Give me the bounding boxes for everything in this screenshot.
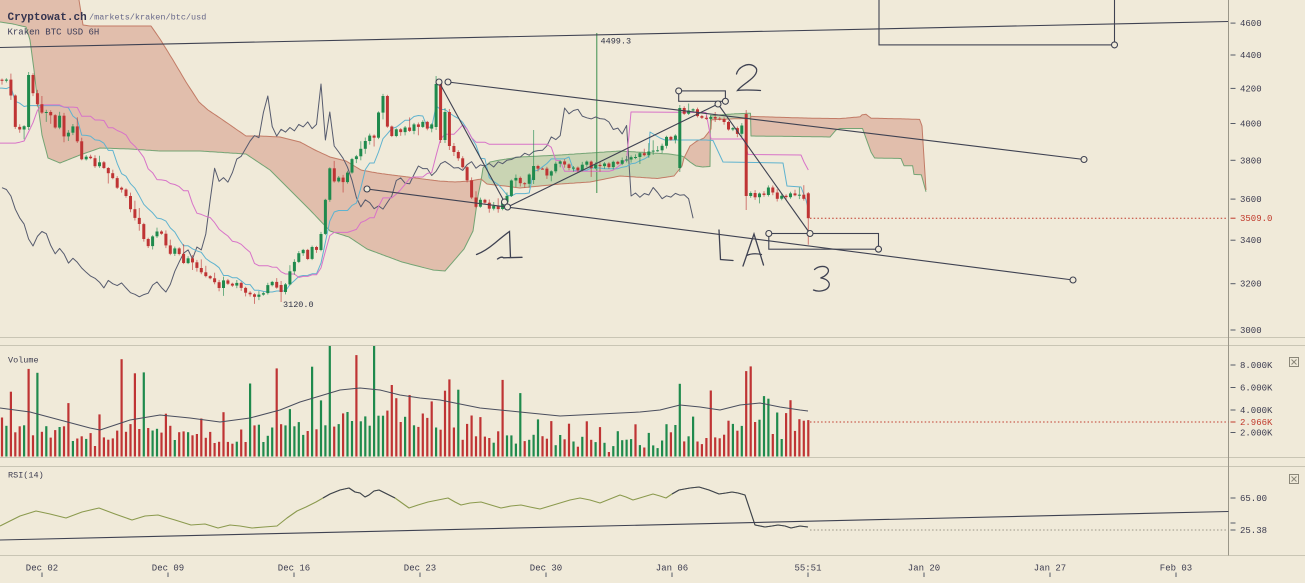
svg-text:55:51: 55:51 <box>794 564 821 574</box>
svg-text:2.000K: 2.000K <box>1240 429 1273 439</box>
svg-text:Kraken BTC USD 6H: Kraken BTC USD 6H <box>8 28 100 38</box>
svg-text:Dec 30: Dec 30 <box>530 564 562 574</box>
svg-text:3509.0: 3509.0 <box>1240 214 1272 224</box>
svg-text:8.000K: 8.000K <box>1240 361 1273 371</box>
svg-text:4200: 4200 <box>1240 84 1262 94</box>
svg-text:3800: 3800 <box>1240 156 1262 166</box>
svg-text:6.000K: 6.000K <box>1240 384 1273 394</box>
svg-text:Dec 16: Dec 16 <box>278 564 310 574</box>
svg-text:Dec 23: Dec 23 <box>404 564 436 574</box>
svg-text:RSI(14): RSI(14) <box>8 471 44 481</box>
svg-text:3000: 3000 <box>1240 326 1262 336</box>
svg-text:4600: 4600 <box>1240 19 1262 29</box>
svg-text:4499.3: 4499.3 <box>601 37 632 47</box>
svg-text:Jan 27: Jan 27 <box>1034 564 1066 574</box>
svg-text:3200: 3200 <box>1240 280 1262 290</box>
svg-text:Jan 06: Jan 06 <box>656 564 688 574</box>
svg-text:3120.0: 3120.0 <box>283 300 314 310</box>
svg-text:/markets/kraken/btc/usd: /markets/kraken/btc/usd <box>89 13 206 23</box>
svg-text:Dec 09: Dec 09 <box>152 564 184 574</box>
svg-text:65.00: 65.00 <box>1240 494 1267 504</box>
svg-text:Feb 03: Feb 03 <box>1160 564 1192 574</box>
svg-text:2.966K: 2.966K <box>1240 418 1273 428</box>
svg-text:Cryptowat.ch: Cryptowat.ch <box>8 12 87 24</box>
svg-text:3600: 3600 <box>1240 195 1262 205</box>
svg-text:4000: 4000 <box>1240 120 1262 130</box>
svg-text:25.38: 25.38 <box>1240 526 1267 536</box>
svg-text:3400: 3400 <box>1240 236 1262 246</box>
svg-text:Dec 02: Dec 02 <box>26 564 58 574</box>
svg-text:Jan 20: Jan 20 <box>908 564 940 574</box>
svg-text:Volume: Volume <box>8 356 39 366</box>
svg-text:4400: 4400 <box>1240 51 1262 61</box>
svg-text:4.000K: 4.000K <box>1240 406 1273 416</box>
